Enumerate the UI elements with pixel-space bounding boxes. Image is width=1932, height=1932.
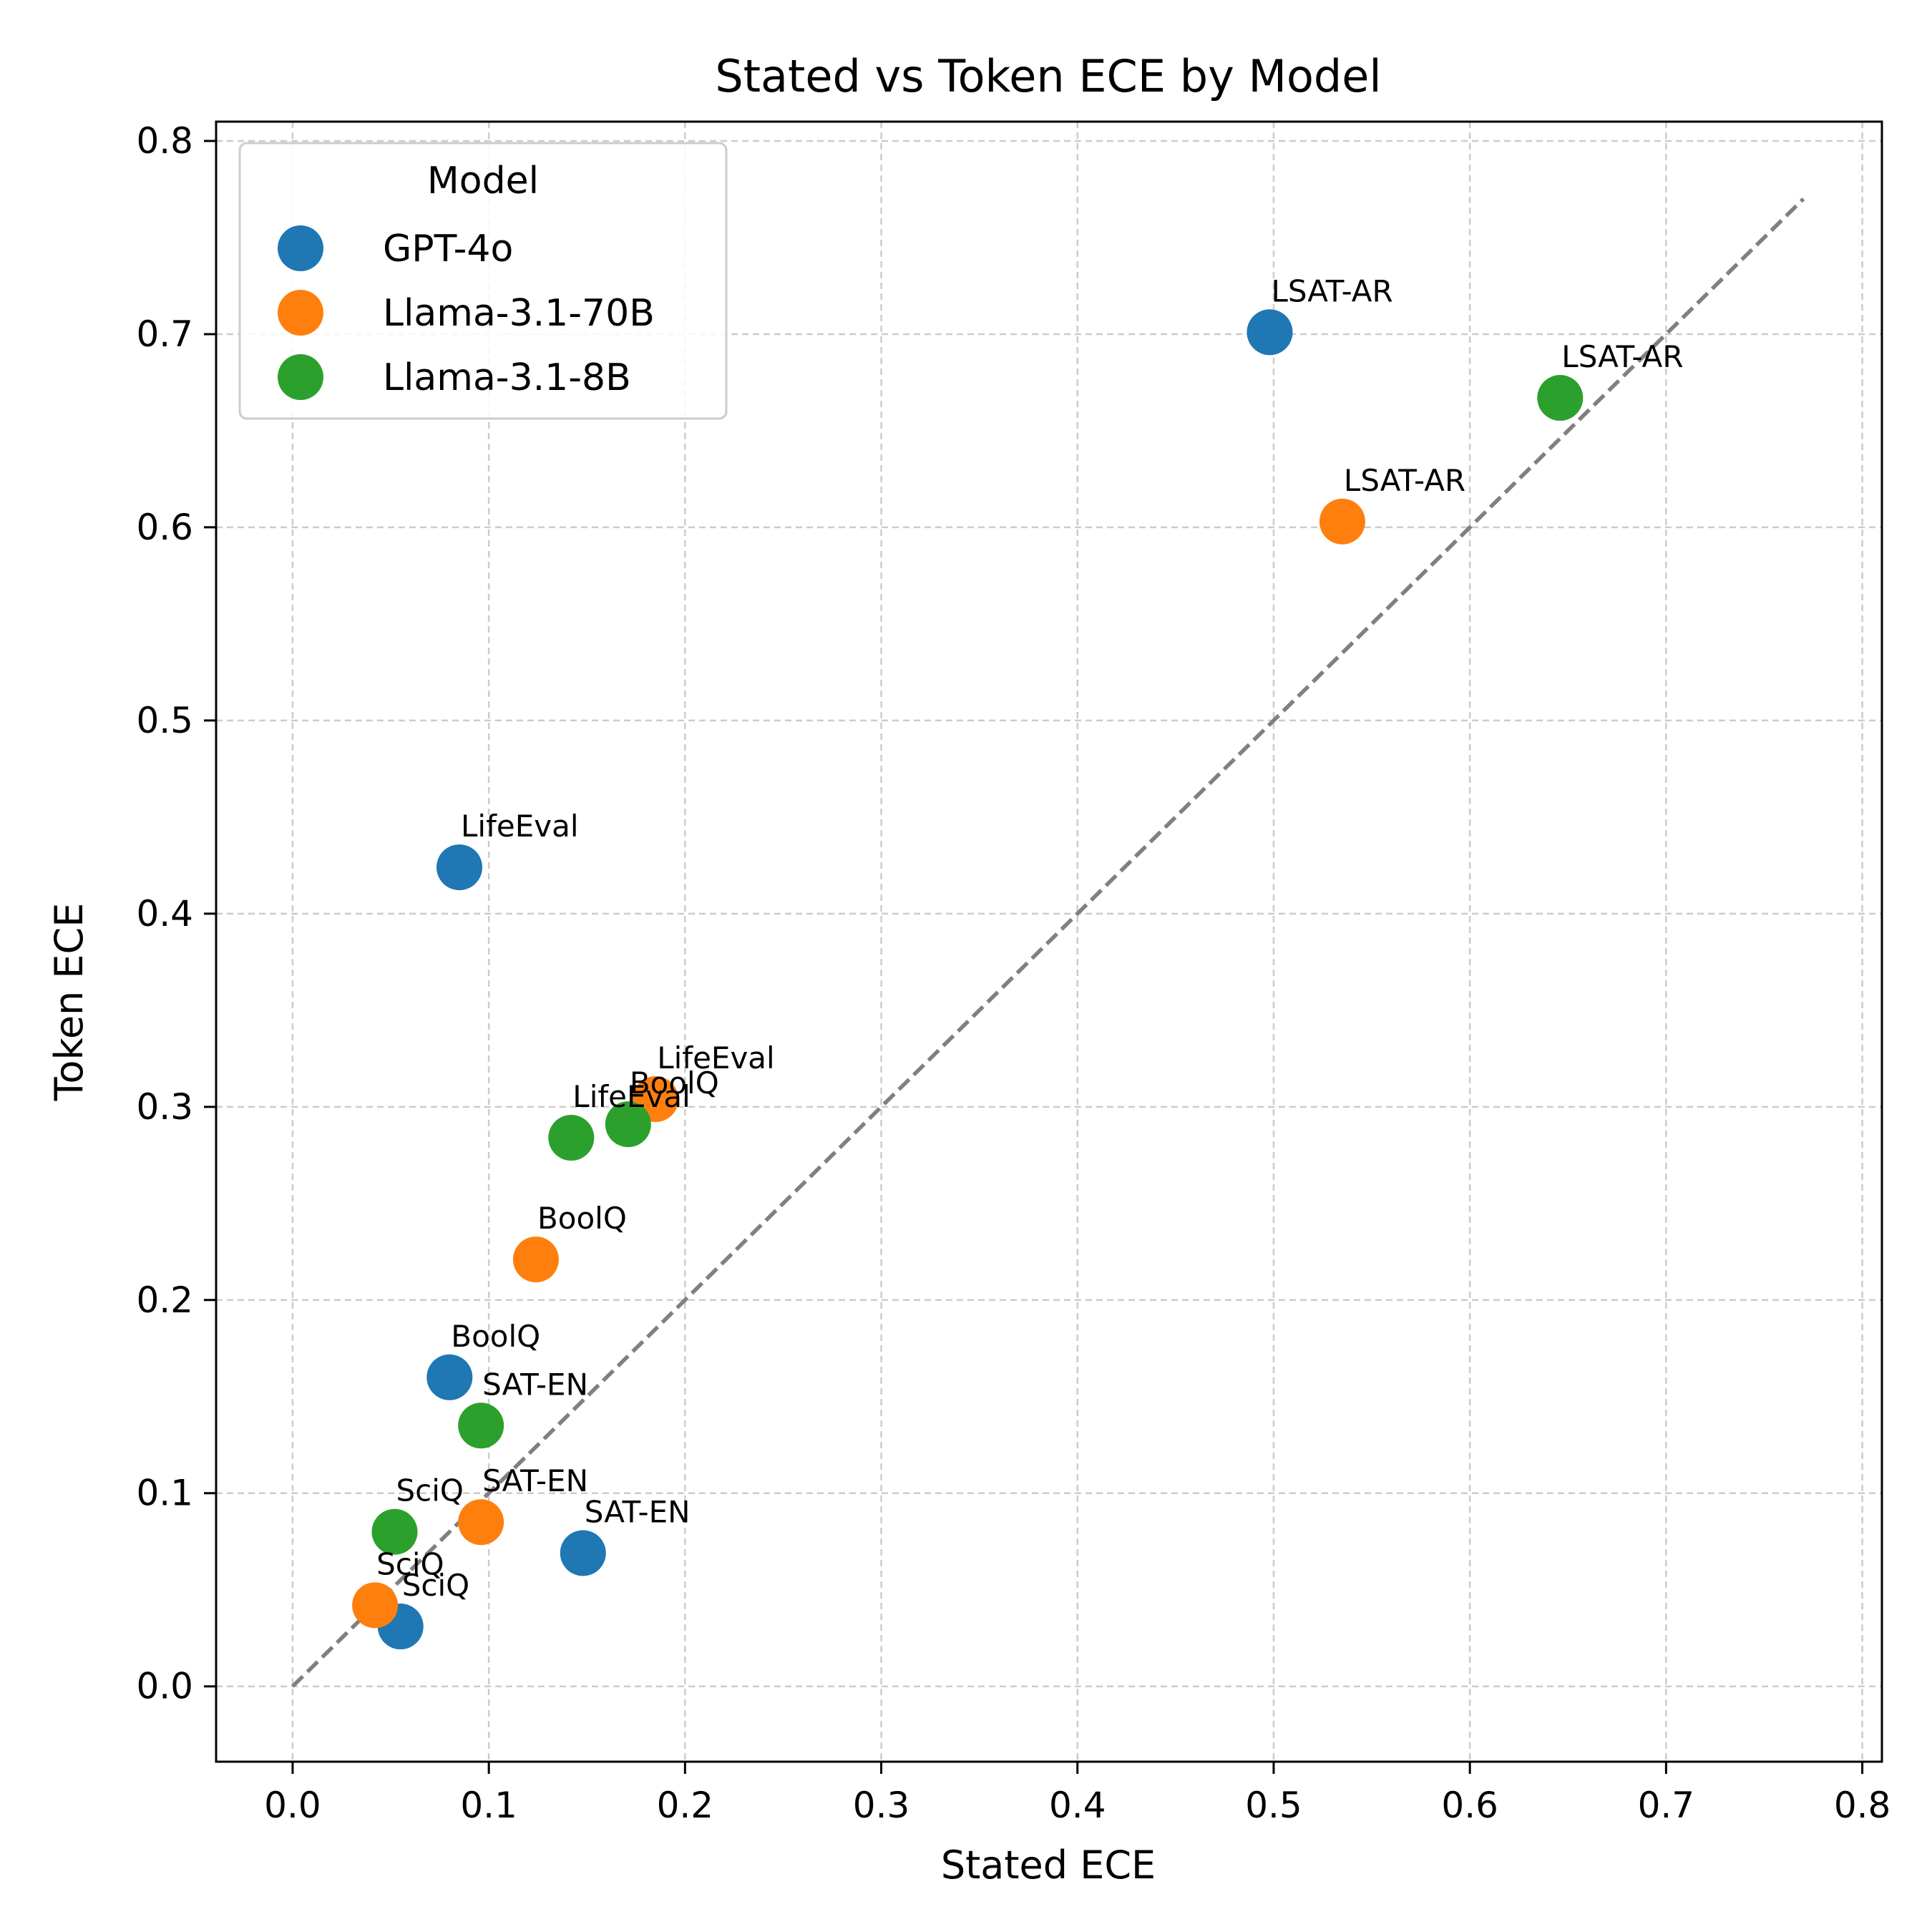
data-point: [426, 1354, 473, 1400]
data-points: [352, 309, 1584, 1650]
legend-marker: [278, 354, 323, 400]
point-label: LifeEval: [657, 1040, 774, 1075]
data-point: [560, 1530, 606, 1576]
point-label: SAT-EN: [482, 1463, 588, 1498]
legend-label: Llama-3.1-8B: [383, 356, 631, 399]
x-tick-label: 0.6: [1441, 1785, 1498, 1826]
data-point: [605, 1101, 651, 1148]
data-point: [458, 1499, 504, 1546]
x-tick-label: 0.4: [1049, 1785, 1106, 1826]
data-point: [371, 1508, 418, 1555]
y-axis-ticks: 0.0 0.1 0.2 0.3 0.4 0.5 0.6 0.7 0.8: [136, 120, 216, 1707]
point-label: LifeEval: [572, 1079, 691, 1114]
x-tick-label: 0.7: [1638, 1785, 1695, 1826]
point-label: SciQ: [402, 1568, 469, 1603]
legend-label: GPT-4o: [383, 228, 513, 270]
point-label: LifeEval: [461, 809, 579, 844]
identity-reference-line: [291, 197, 1805, 1688]
x-axis-label: Stated ECE: [941, 1843, 1156, 1888]
y-tick-label: 0.5: [136, 700, 193, 741]
y-axis-label: Token ECE: [47, 903, 92, 1102]
chart-title: Stated vs Token ECE by Model: [715, 50, 1381, 102]
data-point: [436, 844, 483, 891]
data-point: [1537, 375, 1584, 421]
y-tick-label: 0.1: [136, 1473, 193, 1514]
x-tick-label: 0.2: [657, 1785, 714, 1826]
point-label: SciQ: [376, 1546, 444, 1581]
legend-marker: [278, 290, 323, 336]
legend-entries: GPT-4o Llama-3.1-70B Llama-3.1-8B: [278, 225, 655, 400]
data-point: [1319, 498, 1365, 545]
point-label: SAT-EN: [482, 1367, 588, 1402]
legend: Model GPT-4o Llama-3.1-70B Llama-3.1-8B: [238, 142, 728, 420]
point-label: SciQ: [396, 1473, 464, 1508]
x-tick-label: 0.3: [853, 1785, 910, 1826]
x-tick-label: 0.1: [460, 1785, 517, 1826]
y-tick-label: 0.4: [136, 893, 193, 935]
y-tick-label: 0.3: [136, 1086, 193, 1128]
legend-marker: [278, 225, 323, 271]
y-tick-label: 0.8: [136, 120, 193, 162]
point-label: SAT-EN: [585, 1494, 691, 1529]
point-label: LSAT-AR: [1344, 463, 1465, 498]
legend-title: Model: [427, 160, 539, 203]
point-label: LSAT-AR: [1271, 273, 1392, 308]
y-tick-label: 0.6: [136, 507, 193, 548]
y-tick-label: 0.2: [136, 1279, 193, 1321]
data-point: [352, 1582, 399, 1629]
point-label: LSAT-AR: [1561, 339, 1683, 374]
legend-label: Llama-3.1-70B: [383, 292, 655, 335]
data-point: [1246, 309, 1293, 356]
x-axis-ticks: 0.0 0.1 0.2 0.3 0.4 0.5 0.6 0.7 0.8: [264, 1762, 1890, 1826]
grid: [216, 122, 1882, 1762]
data-point: [512, 1236, 559, 1283]
y-tick-label: 0.7: [136, 313, 193, 355]
plot-frame: [215, 120, 1883, 1763]
data-point: [548, 1115, 595, 1161]
x-tick-label: 0.5: [1245, 1785, 1302, 1826]
x-tick-label: 0.8: [1834, 1785, 1891, 1826]
point-label: BoolQ: [537, 1201, 627, 1236]
y-tick-label: 0.0: [136, 1666, 193, 1707]
point-label: BoolQ: [451, 1319, 540, 1354]
reference-line-layer: [291, 197, 1805, 1688]
x-tick-label: 0.0: [264, 1785, 321, 1826]
data-point: [458, 1402, 504, 1449]
point-annotations: LSAT-ARLifeEvalBoolQSAT-ENSciQLSAT-ARLif…: [376, 273, 1683, 1603]
point-label: BoolQ: [630, 1065, 719, 1101]
legend-box: [238, 142, 728, 420]
